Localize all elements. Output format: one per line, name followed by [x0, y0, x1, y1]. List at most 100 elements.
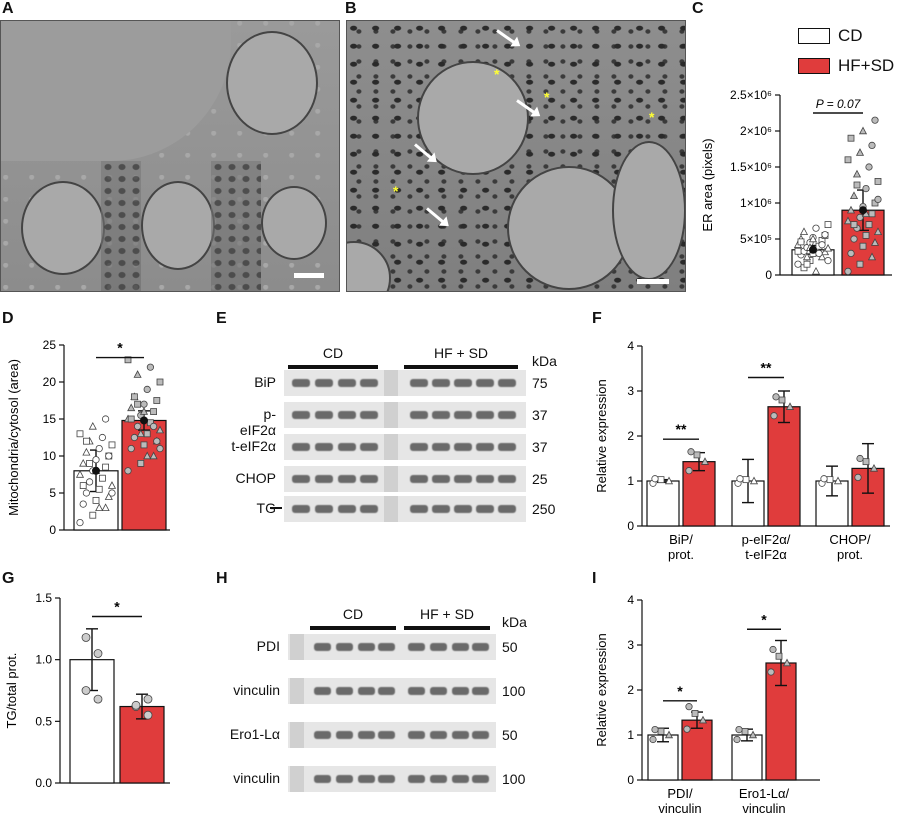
- data-point: [104, 492, 113, 500]
- mean-point: [140, 416, 148, 425]
- y-tick-label: 0.5: [35, 714, 52, 728]
- blot-band: [408, 731, 425, 739]
- data-point: [127, 403, 136, 412]
- data-point: [79, 458, 88, 467]
- y-tick-label: 4: [627, 593, 634, 607]
- data-point: [143, 430, 151, 438]
- blot-row-label: p-eIF2α: [239, 406, 276, 438]
- data-point: [150, 408, 158, 415]
- blot-band: [408, 687, 425, 695]
- blot-band: [430, 687, 447, 695]
- y-tick-label: 2.5×10⁶: [730, 88, 772, 102]
- data-point: [124, 356, 132, 364]
- group-label-cd: CD: [342, 606, 364, 622]
- ladder-lane: [290, 722, 304, 748]
- data-point: [99, 474, 106, 482]
- data-point: [130, 393, 138, 401]
- data-point: [698, 715, 708, 724]
- data-point: [748, 730, 758, 739]
- blot-band: [292, 475, 310, 483]
- blot-band: [430, 643, 447, 651]
- blot-band: [476, 443, 494, 451]
- data-point: [868, 210, 876, 218]
- blot-band: [314, 687, 331, 695]
- data-point: [75, 470, 85, 478]
- blot-band: [378, 643, 395, 651]
- data-point: [153, 437, 161, 445]
- data-point: [856, 454, 864, 463]
- data-point: [150, 422, 158, 431]
- blot-band: [338, 505, 356, 513]
- blot-band: [315, 411, 333, 419]
- panel-label-c: C: [692, 0, 704, 17]
- data-point: [105, 452, 113, 460]
- y-tick-label: 2×10⁶: [740, 124, 772, 138]
- blot-row-label: vinculin: [233, 770, 280, 786]
- blot-band: [498, 379, 516, 387]
- data-point: [868, 141, 876, 150]
- blot-band: [498, 475, 516, 483]
- y-tick-label: 3: [627, 384, 634, 398]
- blot-band: [336, 731, 353, 739]
- data-point: [130, 433, 138, 442]
- blot-band: [454, 443, 472, 451]
- data-point: [803, 260, 811, 268]
- data-point: [770, 412, 778, 420]
- data-point: [81, 633, 91, 642]
- y-tick-label: 0.0: [35, 776, 52, 790]
- data-point: [826, 476, 834, 484]
- data-point: [862, 231, 870, 239]
- data-point: [808, 234, 818, 243]
- star-marker: *: [393, 183, 399, 199]
- blot-band: [430, 731, 447, 739]
- data-point: [651, 726, 659, 734]
- data-point: [749, 476, 759, 485]
- bar: [646, 480, 680, 527]
- data-point: [95, 503, 104, 512]
- data-point: [858, 126, 868, 135]
- legend-label-hfsd: HF+SD: [838, 56, 895, 75]
- data-point: [854, 473, 862, 481]
- blot-strip: [288, 766, 496, 792]
- blot-band: [292, 443, 310, 451]
- y-tick-label: 0: [627, 519, 634, 533]
- blot-band: [452, 687, 469, 695]
- blot-strip: [288, 678, 496, 704]
- legend-swatch-cd: [798, 28, 830, 44]
- y-tick-label: 2: [627, 683, 634, 697]
- cytoplasm-region: [211, 161, 261, 291]
- lumen-region: [1, 21, 231, 161]
- kda-marker: 250: [532, 501, 556, 517]
- ladder-lane: [384, 466, 398, 492]
- data-point: [155, 425, 165, 434]
- data-point: [86, 478, 94, 486]
- kda-marker: 37: [532, 439, 548, 455]
- kda-marker: 75: [532, 375, 548, 391]
- legend-swatch-hfsd: [798, 58, 830, 74]
- data-point: [79, 500, 87, 508]
- data-point: [143, 694, 153, 704]
- data-point: [108, 441, 116, 449]
- blot-band: [358, 687, 375, 695]
- significance-label: **: [676, 421, 687, 437]
- data-point: [846, 205, 856, 214]
- blot-band: [378, 731, 395, 739]
- blot-band: [432, 379, 450, 387]
- y-tick-label: 5×10⁵: [740, 232, 772, 246]
- data-point: [143, 385, 151, 394]
- y-tick-label: 10: [43, 449, 57, 463]
- data-point: [799, 227, 809, 236]
- data-point: [782, 658, 792, 667]
- ladder-lane: [384, 496, 398, 522]
- data-point: [812, 224, 820, 232]
- y-axis-label: Mitochondria/cytosol (area): [6, 359, 21, 516]
- ladder-lane: [384, 402, 398, 428]
- bar: [767, 406, 801, 527]
- data-point: [98, 433, 107, 442]
- kda-marker: 100: [502, 683, 526, 699]
- blot-strip: [284, 434, 526, 460]
- x-tick-label: PDI/vinculin: [658, 786, 701, 815]
- data-point: [143, 710, 153, 720]
- data-point: [153, 397, 161, 404]
- data-point: [93, 694, 103, 704]
